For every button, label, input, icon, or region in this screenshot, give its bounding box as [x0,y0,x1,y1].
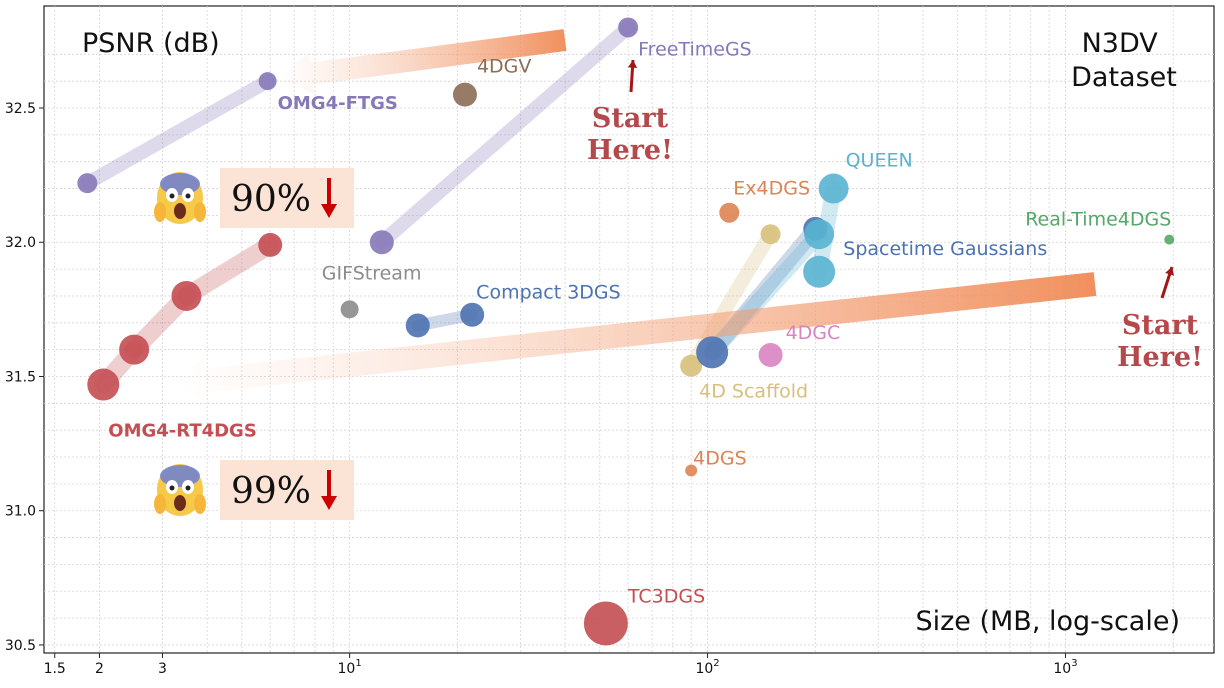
data-point [1164,234,1175,245]
data-point [758,343,783,368]
data-point [119,334,150,365]
data-point [452,82,477,107]
x-tick-label: 101 [338,658,362,677]
shocked-face-mouth [174,495,186,511]
arrow-layer [172,29,1097,403]
x-tick-label: 1.5 [44,661,66,677]
x-tick-label: 3 [158,661,167,677]
label-layer: FreeTimeGS 4DGV Ex4DGS QUEEN Real-Time4DGS Sp… [108,38,1203,607]
connector-band [177,235,280,305]
start-here-line: Start [592,103,669,134]
y-tick-label: 31.5 [5,369,36,385]
data-point [460,302,485,327]
x-tick-label: 2 [95,661,104,677]
data-point [719,202,740,223]
y-tick-label: 30.5 [5,638,36,654]
series-label: FreeTimeGS [638,38,752,60]
x-tick-exponent: 1 [355,658,361,669]
series-label: Compact 3DGS [476,282,621,304]
data-point [369,230,394,255]
shocked-face-hand [154,494,166,514]
start-here-annotation: Start Here! [587,103,673,166]
shocked-face-pupil [169,485,175,491]
point-layer [77,17,1175,646]
reduction-arrow-shape [277,29,567,95]
series-label: TC3DGS [627,585,705,607]
series-label: Real-Time4DGS [1025,209,1171,231]
series-label: QUEEN [846,150,913,172]
start-here-annotation: Start Here! [1117,310,1203,373]
reduction-percent: 99% [231,471,311,512]
x-tick-exponent: 3 [1071,658,1077,669]
data-point [696,336,729,369]
y-tick-label: 32.5 [5,101,36,117]
series-label: 4DGS [693,447,747,469]
connector-band [374,20,636,250]
reduction-callout-box [220,168,354,228]
series-label: Spacetime Gaussians [843,238,1047,260]
shocked-face-icon [154,172,206,224]
shocked-face-hand [154,202,166,222]
data-point [685,464,698,477]
data-point [583,601,628,646]
data-point [258,72,277,91]
series-label: GIFStream [322,262,422,284]
start-here-line: Here! [587,135,673,166]
data-point [171,280,202,311]
start-here-arrowhead [627,60,638,68]
shocked-face-hand [194,494,206,514]
start-here-line: Here! [1117,342,1203,373]
shocked-face-forehead [160,173,200,195]
shocked-face-pupil [185,193,191,199]
data-point [760,224,781,245]
data-point [405,313,430,338]
series-label: 4DGV [477,56,531,78]
data-point [87,368,120,401]
dataset-label-line-2: Dataset [1071,62,1177,93]
start-here-line: Start [1122,310,1199,341]
series-label: 4DGC [786,322,841,344]
series-label: OMG4-RT4DGS [108,421,257,442]
down-arrow-head [321,496,337,510]
reduction-callout-box [220,460,354,520]
shocked-face-forehead [160,465,200,487]
x-axis-label: Size (MB, log-scale) [915,606,1180,637]
dataset-label: N3DV Dataset [1071,28,1177,93]
reduction-arrow [277,29,567,95]
data-point [818,173,849,204]
connector-band [80,74,275,191]
data-point [680,354,703,377]
shocked-face-hand [194,202,206,222]
y-axis-label: PSNR (dB) [82,28,220,59]
shocked-face-pupil [185,485,191,491]
y-tick-label: 32.0 [5,235,36,251]
data-point [77,173,98,194]
series-label: 4D Scaffold [699,381,808,403]
shocked-face-pupil [169,193,175,199]
x-tick-exponent: 2 [713,658,719,669]
reduction-arrow [172,272,1097,403]
data-point [803,255,836,288]
y-tick-label: 31.0 [5,504,36,520]
data-point [258,232,283,257]
shocked-face-mouth [174,203,186,219]
dataset-label-line-1: N3DV [1082,28,1159,59]
data-point [340,300,359,319]
down-arrow-head [321,204,337,218]
x-tick-label: 102 [695,658,719,677]
shocked-face-icon [154,464,206,516]
data-point [618,17,639,38]
data-point [804,219,835,250]
series-label: OMG4-FTGS [278,93,398,114]
start-here-arrowhead [1165,267,1175,276]
reduction-arrow-shape [172,272,1097,403]
series-label: Ex4DGS [733,178,810,200]
x-tick-label: 103 [1053,658,1077,677]
reduction-percent: 90% [231,179,311,220]
